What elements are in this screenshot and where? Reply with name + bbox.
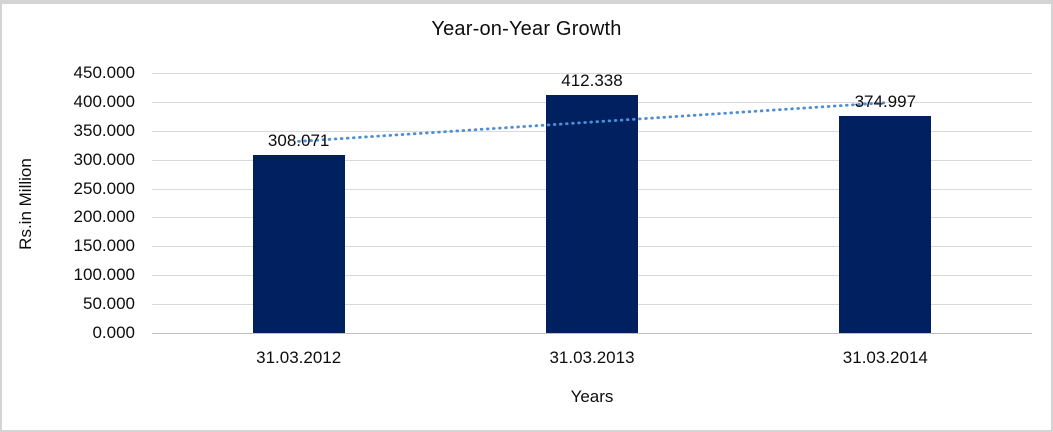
x-tick-label: 31.03.2014 (842, 348, 928, 367)
y-tick-label: 100.000 (73, 265, 135, 285)
bar-31.03.2013 (546, 94, 638, 333)
x-axis-line (152, 333, 1032, 334)
trendline (297, 101, 887, 143)
y-tick-label: 300.000 (73, 149, 135, 169)
y-axis-title: Rs.in Million (16, 158, 35, 250)
x-tick-label: 31.03.2012 (256, 348, 342, 367)
y-tick-label: 350.000 (73, 120, 135, 140)
x-tick-label: 31.03.2013 (549, 348, 635, 367)
y-tick-label: 450.000 (73, 63, 135, 82)
gridline (152, 73, 1032, 74)
bar-31.03.2012 (252, 155, 345, 333)
y-tick-label: 150.000 (73, 236, 135, 256)
y-tick-label: 0.000 (92, 323, 135, 342)
trendline-dotted-line (297, 101, 887, 143)
plot-area (152, 73, 1032, 334)
y-tick-label: 200.000 (73, 207, 135, 227)
bar-data-label: 308.071 (267, 131, 330, 150)
y-tick-label: 250.000 (73, 178, 135, 198)
bar-data-label: 412.338 (561, 70, 623, 90)
y-tick-label: 400.000 (73, 91, 135, 111)
chart-title: Year-on-Year Growth (431, 18, 622, 40)
x-axis-title: Years (570, 387, 614, 406)
bar-data-label: 374.997 (854, 92, 917, 112)
bar-31.03.2014 (839, 116, 932, 333)
y-tick-label: 50.000 (83, 294, 135, 314)
